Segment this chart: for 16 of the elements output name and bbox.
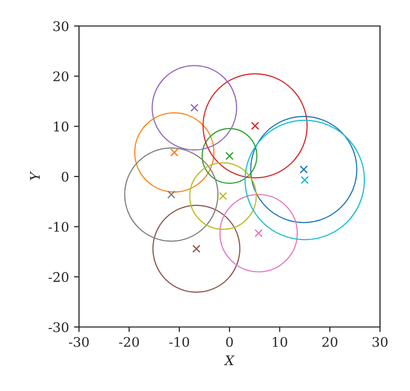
x-tick-label: 0: [226, 336, 233, 347]
y-axis-title: Y: [30, 171, 40, 180]
x-tick-label: 30: [372, 336, 388, 347]
y-tick-label: 20: [53, 71, 68, 82]
x-tick-label: -10: [169, 336, 190, 347]
x-tick-label: 10: [272, 336, 288, 347]
y-tick-label: -20: [48, 272, 68, 282]
x-tick-label: -20: [119, 336, 139, 347]
y-tick-label: 30: [53, 21, 68, 32]
y-tick-label: -30: [48, 322, 68, 332]
x-tick-label: 20: [322, 336, 338, 347]
x-axis-title: X: [224, 355, 235, 366]
y-tick-label: 0: [62, 172, 68, 182]
y-tick-label: 10: [54, 122, 68, 132]
y-tick-label: -10: [48, 222, 68, 232]
x-tick-label: -30: [68, 336, 89, 347]
